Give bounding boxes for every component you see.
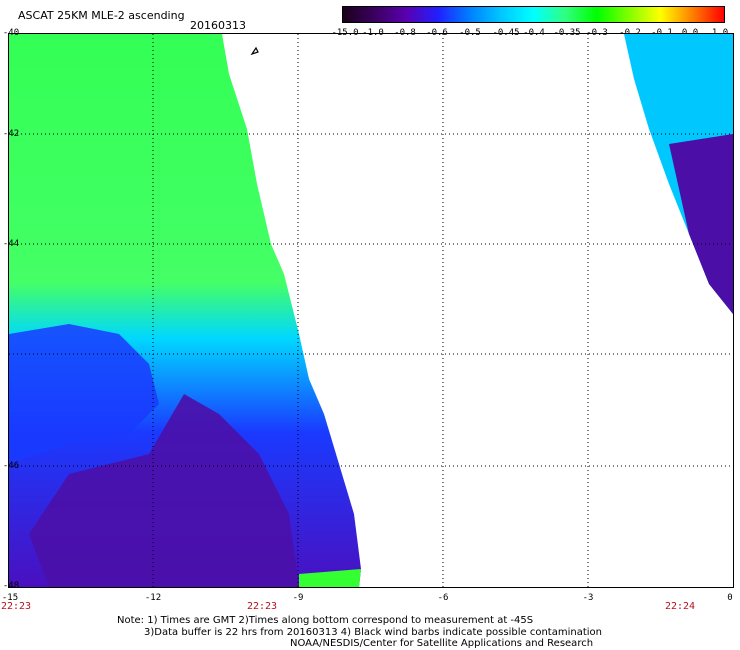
left-swath-green-edge (299, 569, 361, 587)
lat-label: -42 (2, 129, 20, 139)
left-swath-blue-band (9, 324, 159, 464)
lat-label: -40 (2, 28, 20, 38)
lat-label: -46 (2, 461, 20, 471)
lon-label: 0 (727, 593, 733, 603)
lat-label: -44 (2, 239, 20, 249)
lon-label: -3 (582, 593, 594, 603)
map-title: ASCAT 25KM MLE-2 ascending (18, 9, 185, 22)
left-swath-purple-core (29, 394, 299, 587)
left-swath (9, 34, 361, 587)
note-line-1: Note: 1) Times are GMT 2)Times along bot… (117, 615, 534, 626)
map-plot-area (8, 33, 734, 588)
note-line-2: 3)Data buffer is 22 hrs from 20160313 4)… (144, 627, 602, 638)
map-date: 20160313 (190, 19, 246, 32)
time-label-middle: 22:23 (246, 601, 278, 612)
lon-label: -6 (437, 593, 449, 603)
right-swath-purple (669, 134, 733, 314)
lat-label: -48 (2, 581, 20, 591)
lon-label: -15 (1, 593, 19, 603)
time-label-right: 22:24 (664, 601, 696, 612)
lon-label: -12 (144, 593, 162, 603)
lon-label: -9 (292, 593, 304, 603)
wind-swath-map (9, 34, 733, 587)
time-label-left: 22:23 (0, 601, 32, 612)
wind-barb (250, 46, 259, 56)
color-legend-bar (342, 6, 725, 23)
note-line-3: NOAA/NESDIS/Center for Satellite Applica… (290, 638, 594, 649)
lat-lon-grid (9, 34, 733, 587)
